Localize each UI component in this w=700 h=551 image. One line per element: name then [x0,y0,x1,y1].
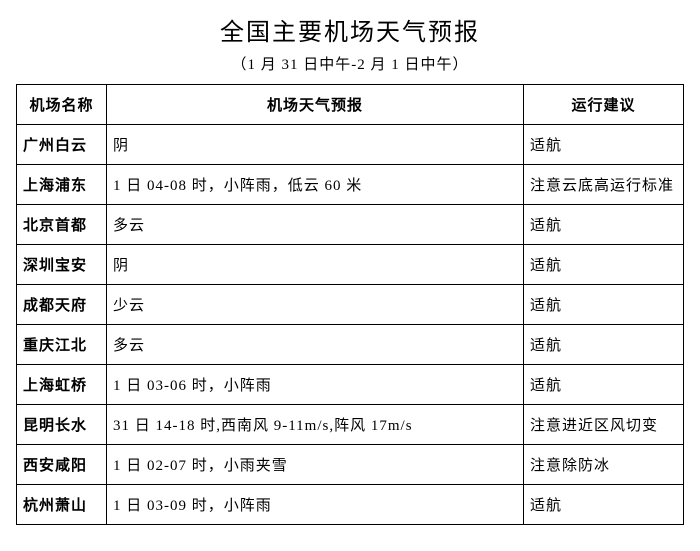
airport-forecast: 多云 [107,325,524,365]
table-row: 西安咸阳 1 日 02-07 时，小雨夹雪 注意除防冰 [17,445,684,485]
table-row: 成都天府 少云 适航 [17,285,684,325]
airport-name: 北京首都 [17,205,107,245]
airport-forecast: 1 日 03-06 时，小阵雨 [107,365,524,405]
airport-advice: 适航 [524,205,684,245]
airport-advice: 适航 [524,285,684,325]
table-row: 北京首都 多云 适航 [17,205,684,245]
page-title: 全国主要机场天气预报 [16,12,684,47]
col-header-name: 机场名称 [17,85,107,125]
airport-advice: 适航 [524,245,684,285]
col-header-forecast: 机场天气预报 [107,85,524,125]
airport-advice: 注意云底高运行标准 [524,165,684,205]
airport-forecast: 1 日 04-08 时，小阵雨，低云 60 米 [107,165,524,205]
table-row: 重庆江北 多云 适航 [17,325,684,365]
airport-advice: 适航 [524,125,684,165]
airport-name: 重庆江北 [17,325,107,365]
airport-advice: 适航 [524,365,684,405]
airport-advice: 适航 [524,485,684,525]
airport-name: 深圳宝安 [17,245,107,285]
airport-name: 成都天府 [17,285,107,325]
table-row: 上海浦东 1 日 04-08 时，小阵雨，低云 60 米 注意云底高运行标准 [17,165,684,205]
airport-forecast: 少云 [107,285,524,325]
airport-name: 广州白云 [17,125,107,165]
airport-name: 上海虹桥 [17,365,107,405]
page-subtitle: （1 月 31 日中午-2 月 1 日中午） [16,53,684,74]
airport-forecast: 阴 [107,125,524,165]
weather-table: 机场名称 机场天气预报 运行建议 广州白云 阴 适航 上海浦东 1 日 04-0… [16,84,684,525]
airport-name: 上海浦东 [17,165,107,205]
table-header-row: 机场名称 机场天气预报 运行建议 [17,85,684,125]
airport-forecast: 1 日 02-07 时，小雨夹雪 [107,445,524,485]
table-row: 昆明长水 31 日 14-18 时,西南风 9-11m/s,阵风 17m/s 注… [17,405,684,445]
col-header-advice: 运行建议 [524,85,684,125]
table-row: 深圳宝安 阴 适航 [17,245,684,285]
airport-advice: 注意除防冰 [524,445,684,485]
airport-name: 西安咸阳 [17,445,107,485]
airport-advice: 注意进近区风切变 [524,405,684,445]
table-row: 上海虹桥 1 日 03-06 时，小阵雨 适航 [17,365,684,405]
airport-name: 杭州萧山 [17,485,107,525]
airport-advice: 适航 [524,325,684,365]
table-row: 广州白云 阴 适航 [17,125,684,165]
table-body: 广州白云 阴 适航 上海浦东 1 日 04-08 时，小阵雨，低云 60 米 注… [17,125,684,525]
airport-forecast: 31 日 14-18 时,西南风 9-11m/s,阵风 17m/s [107,405,524,445]
airport-forecast: 阴 [107,245,524,285]
airport-name: 昆明长水 [17,405,107,445]
airport-forecast: 1 日 03-09 时，小阵雨 [107,485,524,525]
table-row: 杭州萧山 1 日 03-09 时，小阵雨 适航 [17,485,684,525]
airport-forecast: 多云 [107,205,524,245]
